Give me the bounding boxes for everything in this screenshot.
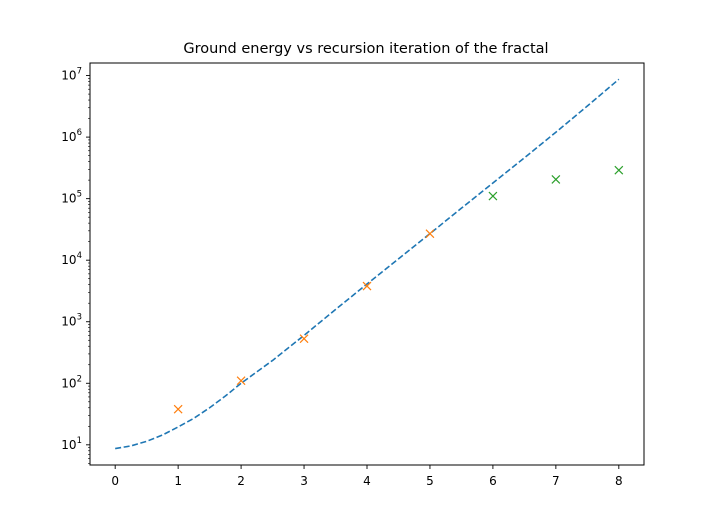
y-tick-exponent: 3 <box>77 313 82 323</box>
marker-stroke <box>425 229 435 239</box>
series-2-point <box>614 165 624 175</box>
x-tick-label: 6 <box>489 474 497 488</box>
y-tick-label: 101 <box>61 436 82 452</box>
y-tick-base: 10 <box>61 130 76 144</box>
y-tick-base: 10 <box>61 315 76 329</box>
y-tick-label: 105 <box>61 190 82 206</box>
y-tick-base: 10 <box>61 376 76 390</box>
marker-stroke <box>488 191 498 201</box>
y-tick-exponent: 4 <box>77 251 82 261</box>
x-tick-label: 3 <box>300 474 308 488</box>
y-tick-exponent: 5 <box>77 190 82 200</box>
series-1-point <box>173 404 183 414</box>
y-tick-base: 10 <box>61 192 76 206</box>
x-tick-label: 0 <box>111 474 119 488</box>
y-tick-label: 103 <box>61 313 82 329</box>
marker-stroke <box>614 165 624 175</box>
y-tick-label: 107 <box>61 67 82 83</box>
x-tick-label: 5 <box>426 474 434 488</box>
marker-stroke <box>551 175 561 184</box>
marker-stroke <box>362 281 372 291</box>
series-0-line <box>115 78 620 450</box>
plot-area <box>115 78 624 450</box>
x-tick-label: 2 <box>237 474 245 488</box>
series-1-point <box>362 281 372 291</box>
x-tick-label: 1 <box>174 474 182 488</box>
x-tick-label: 8 <box>615 474 623 488</box>
x-tick-label: 4 <box>363 474 371 488</box>
marker-stroke <box>236 376 246 386</box>
y-tick-base: 10 <box>61 253 76 267</box>
y-tick-base: 10 <box>61 69 76 83</box>
y-tick-label: 106 <box>61 128 82 144</box>
marker-stroke <box>299 334 309 344</box>
y-tick-exponent: 6 <box>77 128 82 138</box>
marker-stroke <box>173 404 183 414</box>
series-1-point <box>236 376 246 386</box>
y-tick-base: 10 <box>61 438 76 452</box>
series-2-point <box>551 175 561 184</box>
series-1-point <box>299 334 309 344</box>
y-tick-exponent: 1 <box>77 436 82 446</box>
series-1-point <box>425 229 435 239</box>
y-tick-exponent: 7 <box>77 67 82 77</box>
y-tick-exponent: 2 <box>77 374 82 384</box>
series-2-point <box>488 191 498 201</box>
chart-title: Ground energy vs recursion iteration of … <box>183 41 548 57</box>
x-tick-label: 7 <box>552 474 560 488</box>
y-tick-label: 102 <box>61 374 82 390</box>
y-tick-label: 104 <box>61 251 82 267</box>
